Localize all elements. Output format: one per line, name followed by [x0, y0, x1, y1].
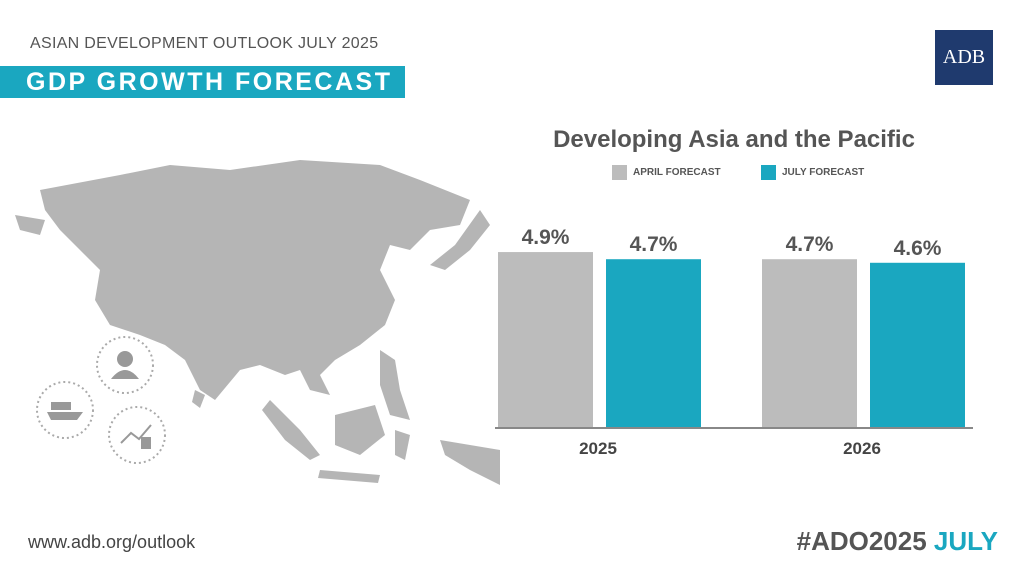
sulawesi	[395, 430, 410, 460]
data-label: 4.7%	[786, 233, 834, 256]
legend-label: APRIL FORECAST	[633, 167, 721, 178]
central-islands	[15, 215, 45, 235]
hashtag: #ADO2025 JULY	[797, 526, 998, 557]
hashtag-text: #ADO2025	[796, 526, 927, 556]
bar-2026-april	[762, 259, 857, 427]
asia-map	[15, 160, 500, 485]
legend-swatch-july	[761, 165, 776, 180]
legend-swatch-april	[612, 165, 627, 180]
bar-2026-july	[870, 262, 965, 427]
data-label: 4.9%	[522, 226, 570, 249]
sumatra	[262, 400, 320, 460]
philippines	[380, 350, 410, 420]
x-tick-label: 2025	[579, 439, 617, 458]
borneo	[335, 405, 385, 455]
adb-logo[interactable]: ADB	[935, 30, 993, 85]
supertitle: ASIAN DEVELOPMENT OUTLOOK JULY 2025	[30, 35, 379, 52]
data-label: 4.7%	[630, 233, 678, 256]
person-icon	[96, 336, 154, 394]
data-label: 4.6%	[894, 237, 942, 260]
title-band	[0, 66, 405, 98]
cargo-ship-icon	[36, 381, 94, 439]
mainland-asia	[40, 160, 470, 400]
website-link[interactable]: www.adb.org/outlook	[28, 532, 196, 552]
java	[318, 470, 380, 483]
chart-title: Developing Asia and the Pacific	[553, 126, 915, 153]
x-tick-label: 2026	[843, 439, 881, 458]
hashtag-accent: JULY	[933, 526, 998, 556]
legend-july: JULY FORECAST	[761, 165, 864, 180]
growth-coins-icon	[108, 406, 166, 464]
papua	[440, 440, 500, 485]
sri-lanka	[192, 390, 205, 408]
legend-april: APRIL FORECAST	[612, 165, 721, 180]
japan	[430, 210, 490, 270]
page-title: GDP GROWTH FORECAST	[26, 68, 393, 96]
bar-2025-april	[498, 252, 593, 427]
legend-label: JULY FORECAST	[782, 167, 865, 178]
bar-2025-july	[606, 259, 701, 427]
